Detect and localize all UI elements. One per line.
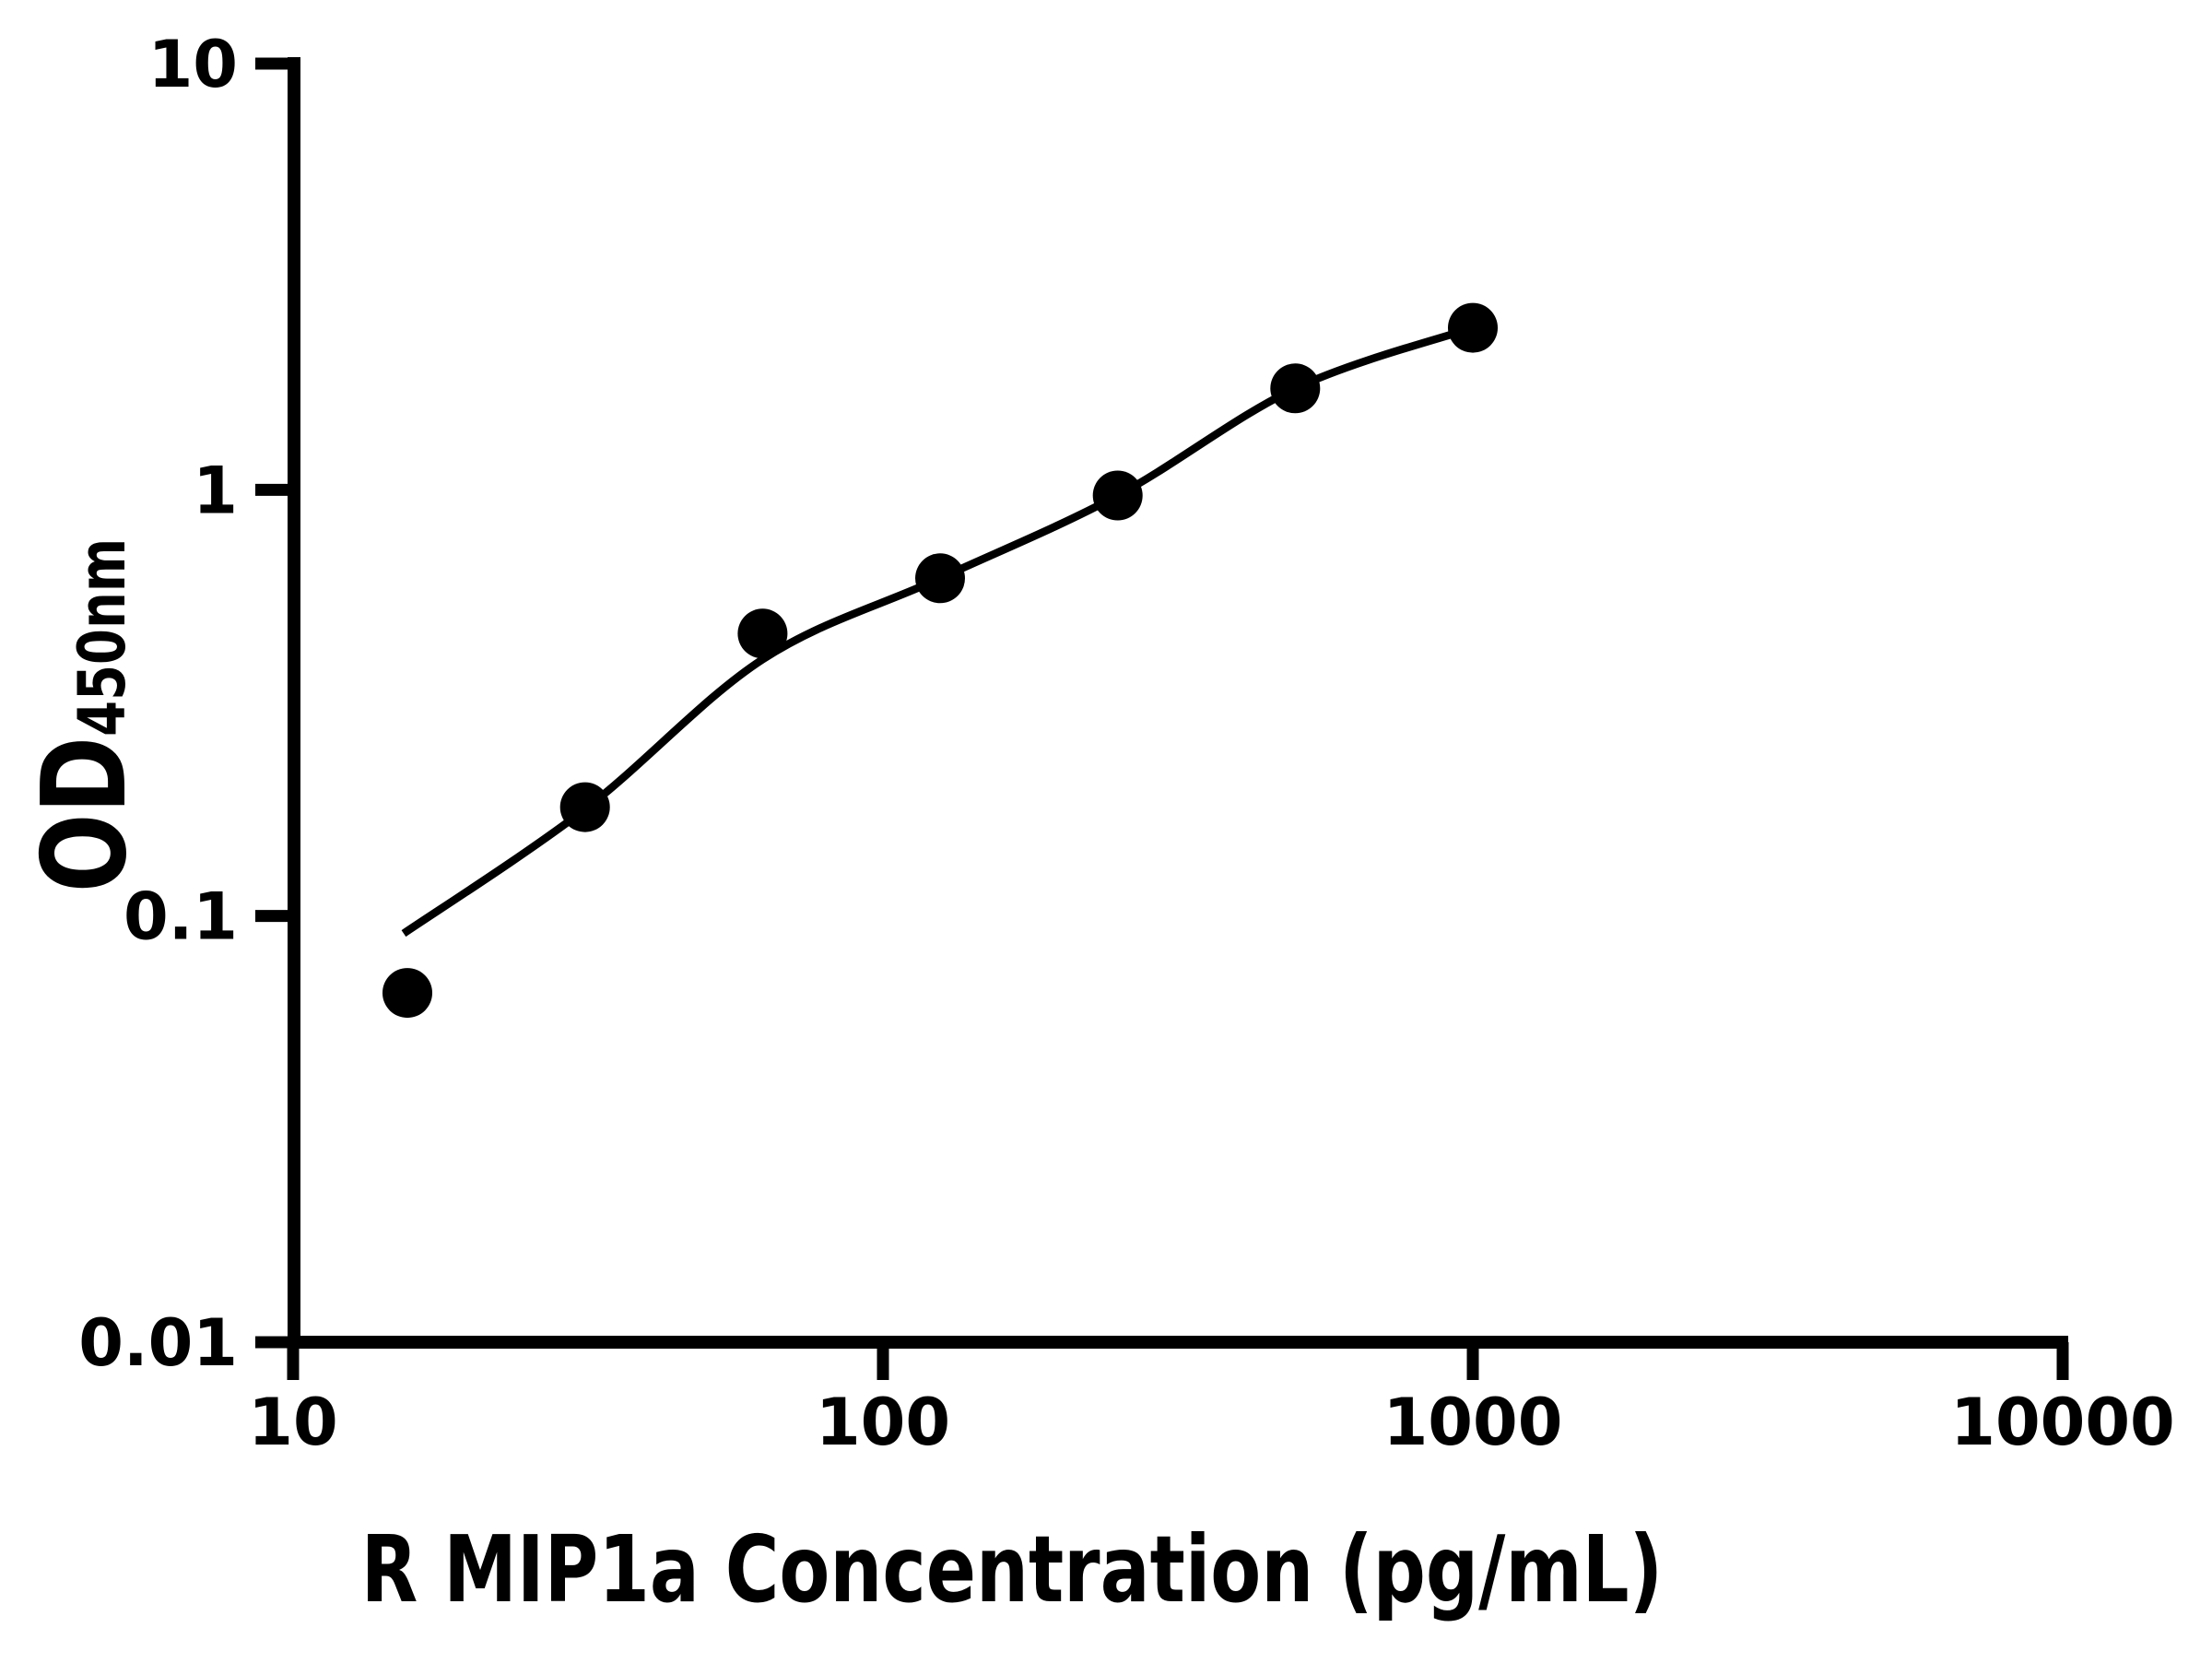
x-axis-ticks bbox=[287, 1342, 2069, 1380]
data-point bbox=[1448, 302, 1498, 353]
y-tick-label: 1 bbox=[193, 453, 238, 528]
y-axis-title: OD450nm bbox=[17, 538, 152, 892]
data-point bbox=[1092, 470, 1143, 521]
x-axis-tick-labels: 10 100 1000 10000 bbox=[248, 1385, 2174, 1460]
x-axis-title: R MIP1a Concentration (pg/mL) bbox=[361, 1516, 1663, 1623]
x-tick-label: 100 bbox=[816, 1385, 950, 1460]
x-tick-label: 10 bbox=[248, 1385, 337, 1460]
x-tick-label: 1000 bbox=[1383, 1385, 1563, 1460]
fit-curve bbox=[401, 324, 1475, 938]
y-axis-title-subscript: 450nm bbox=[65, 538, 140, 737]
plot-area bbox=[382, 302, 1498, 1019]
data-point bbox=[915, 553, 965, 604]
y-tick-label: 0.1 bbox=[124, 879, 238, 955]
data-point bbox=[559, 782, 610, 832]
y-axis-ticks bbox=[255, 57, 294, 1349]
data-point bbox=[737, 608, 788, 659]
data-point bbox=[1270, 363, 1321, 414]
y-axis-title-main: OD bbox=[17, 737, 152, 892]
y-axis-tick-labels: 10 1 0.1 0.01 bbox=[78, 27, 238, 1381]
data-point bbox=[382, 968, 432, 1019]
y-tick-label: 0.01 bbox=[78, 1305, 238, 1381]
y-tick-label: 10 bbox=[148, 27, 238, 102]
x-tick-label: 10000 bbox=[1950, 1385, 2175, 1460]
